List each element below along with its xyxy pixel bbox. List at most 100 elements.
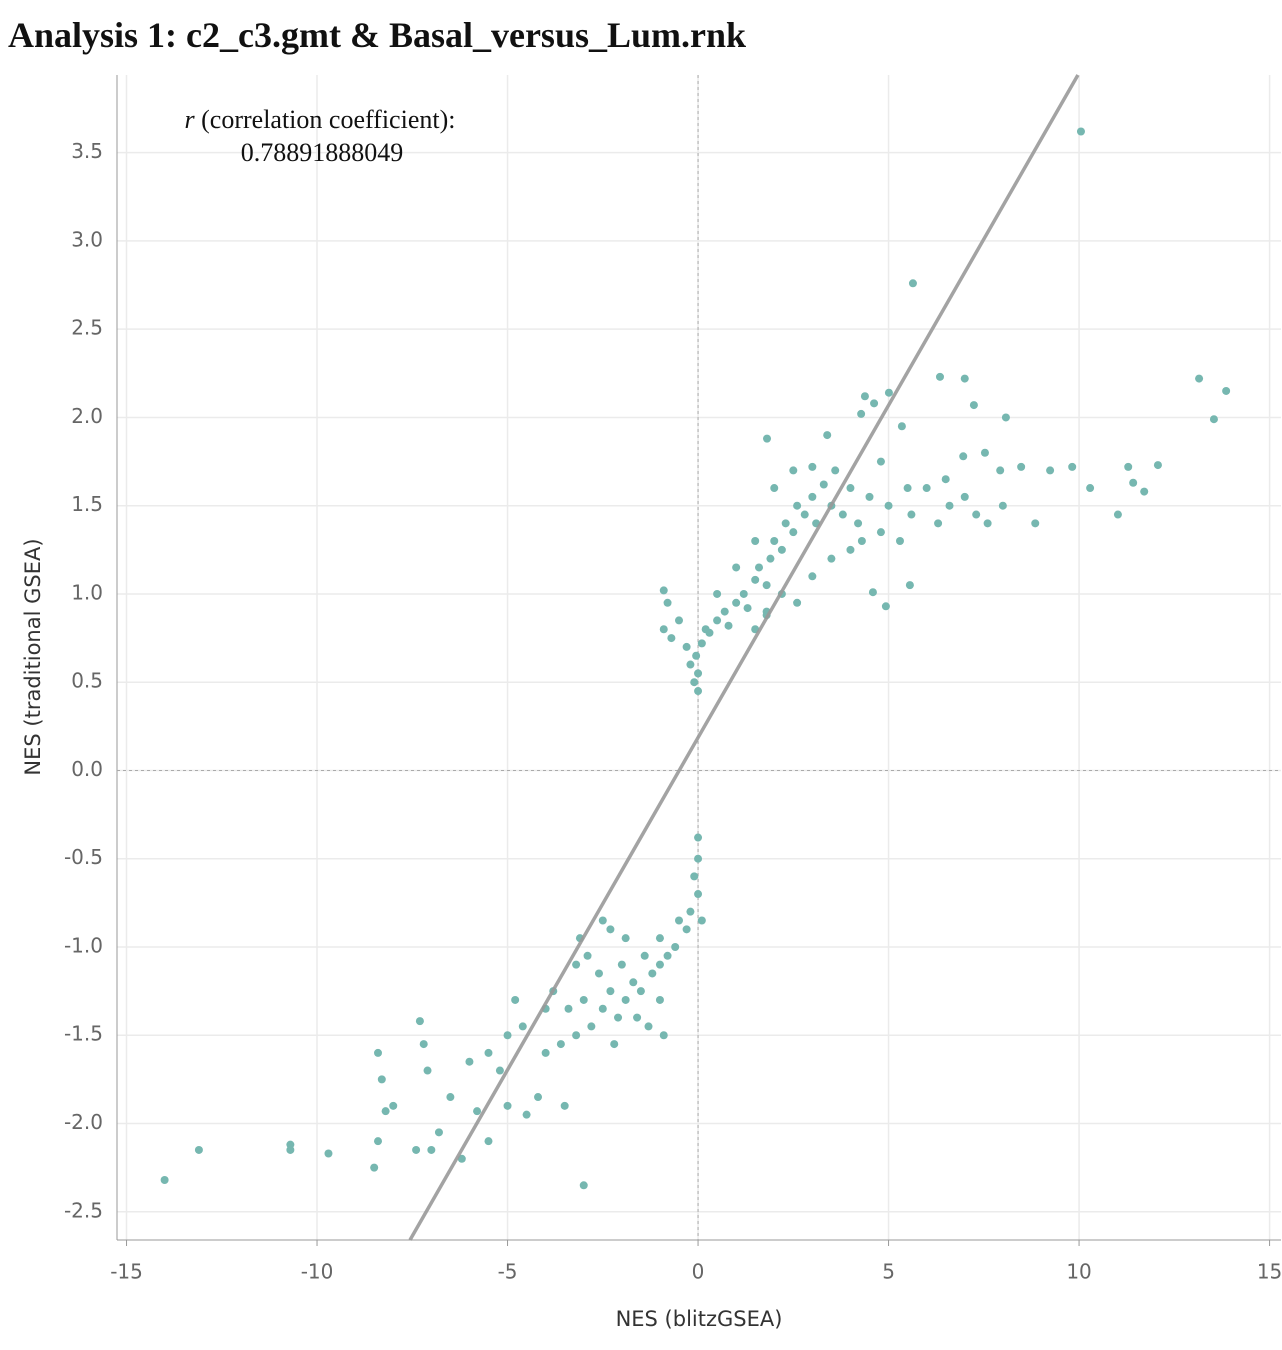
point (659, 586, 668, 595)
point (694, 687, 703, 696)
annotation: r (correlation coefficient): (185, 105, 456, 134)
point (617, 960, 626, 969)
point (694, 833, 703, 842)
x-tick-label: 10 (1066, 1260, 1091, 1284)
point (674, 616, 683, 625)
point (465, 1057, 474, 1066)
grid (116, 75, 1281, 1246)
point (690, 678, 699, 687)
point (846, 545, 855, 554)
point (793, 501, 802, 510)
point (857, 409, 866, 418)
point (633, 1013, 642, 1022)
point (286, 1145, 295, 1154)
point (583, 951, 592, 960)
point (484, 1048, 493, 1057)
point (777, 545, 786, 554)
point (629, 978, 638, 987)
point (827, 554, 836, 563)
point (686, 907, 695, 916)
point (1140, 487, 1149, 496)
point (1124, 462, 1133, 471)
point (659, 625, 668, 634)
point (713, 589, 722, 598)
point (655, 934, 664, 943)
y-axis-title: NES (traditional GSEA) (21, 538, 45, 775)
point (781, 519, 790, 528)
point (610, 1040, 619, 1049)
point (1086, 484, 1095, 493)
point (1113, 510, 1122, 519)
point (614, 1013, 623, 1022)
point (793, 598, 802, 607)
point (484, 1137, 493, 1146)
y-tick-label: 3.5 (71, 139, 103, 163)
x-tick-label: 15 (1257, 1260, 1282, 1284)
point (1153, 461, 1162, 470)
point (373, 1137, 382, 1146)
point (1017, 462, 1026, 471)
point (606, 925, 615, 934)
point (621, 995, 630, 1004)
y-tick-label: 1.0 (71, 580, 103, 604)
point (686, 660, 695, 669)
point (789, 528, 798, 537)
point (690, 872, 699, 881)
y-tick-label: -1.0 (64, 933, 103, 957)
point (972, 510, 981, 519)
point (895, 537, 904, 545)
point (423, 1066, 432, 1075)
point (446, 1093, 455, 1102)
y-tick-label: -2.0 (64, 1110, 103, 1134)
point (572, 960, 581, 969)
regression-line (408, 74, 1080, 1241)
y-tick-label: 2.0 (71, 404, 103, 428)
y-tick-label: 2.5 (71, 316, 103, 340)
point (655, 960, 664, 969)
point (751, 537, 760, 545)
point (846, 484, 855, 493)
point (682, 642, 691, 651)
point (884, 501, 893, 510)
point (934, 519, 943, 528)
point (808, 492, 817, 501)
point (1195, 374, 1204, 383)
x-tick-label: -15 (110, 1260, 143, 1284)
point (1076, 127, 1085, 136)
annotation-value: 0.78891888049 (241, 138, 404, 167)
point (556, 1040, 565, 1049)
point (983, 519, 992, 528)
point (819, 480, 828, 489)
point (194, 1145, 203, 1154)
point (694, 890, 703, 899)
point (960, 492, 969, 501)
point (636, 987, 645, 996)
point (713, 616, 722, 625)
point (876, 457, 885, 466)
point (377, 1075, 386, 1084)
point (697, 639, 706, 648)
point (655, 995, 664, 1004)
point (587, 1022, 596, 1031)
point (160, 1175, 169, 1184)
point (541, 1048, 550, 1057)
point (560, 1101, 569, 1110)
point (884, 388, 893, 397)
point (800, 510, 809, 519)
point (1068, 462, 1077, 471)
y-tick-label: 0.5 (71, 669, 103, 693)
point (857, 537, 866, 545)
point (572, 1031, 581, 1040)
point (594, 969, 603, 978)
point (996, 466, 1005, 475)
point (1129, 478, 1138, 487)
annotation-label: (correlation coefficient): (201, 105, 455, 134)
points (160, 127, 1231, 1190)
point (648, 969, 657, 978)
y-tick-label: 3.0 (71, 227, 103, 251)
point (770, 537, 779, 545)
point (739, 589, 748, 598)
point (598, 916, 607, 925)
point (868, 588, 877, 597)
